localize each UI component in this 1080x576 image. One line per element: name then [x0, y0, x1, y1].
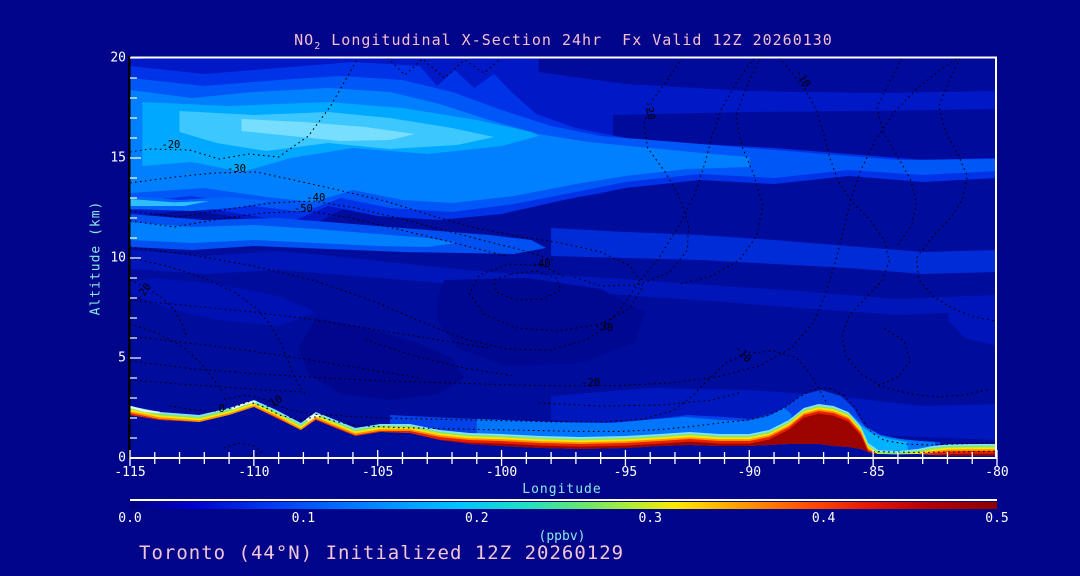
- contour-line: [130, 335, 423, 379]
- contour-label: -50: [294, 203, 313, 215]
- contour-label: -30: [593, 319, 614, 334]
- surface-ribbon-band: [130, 407, 997, 456]
- fill-region-tongue-b: [130, 222, 457, 247]
- y-tick-label: 15: [110, 150, 126, 166]
- x-tick-label: -115: [114, 465, 146, 480]
- contour-line: [538, 391, 743, 407]
- fill-region-streak-left-a: [130, 196, 272, 211]
- colorbar-tick-label: 0.3: [638, 511, 662, 526]
- contour-line: [493, 270, 562, 301]
- colorbar-tick-label: 0.4: [811, 511, 836, 526]
- x-tick-label: -80: [985, 465, 1009, 480]
- surface-ribbon-whitecap: [305, 414, 322, 422]
- x-tick-label: -85: [861, 465, 885, 480]
- title-chem-subscript: 2: [314, 41, 322, 52]
- contour-label: -20: [581, 377, 600, 389]
- y-tick-label: 5: [118, 350, 126, 366]
- fill-region-streak-left-bright: [130, 199, 210, 206]
- fill-region-pocket-topright-1: [538, 58, 997, 93]
- contour-label: -40: [532, 258, 551, 270]
- surface-ribbon-whitecap: [231, 400, 257, 410]
- y-tick-label: 20: [110, 50, 126, 66]
- xsection-plot-area: -20 -30 -40 -50 -20 -10 -40 -30 -20 -10 0 -10 -20: [130, 58, 997, 458]
- colorbar-top-rule: [130, 499, 997, 501]
- contour-line: [169, 387, 997, 446]
- x-tick-label: -95: [613, 465, 638, 480]
- x-axis-label: Longitude: [522, 482, 602, 497]
- surface-ribbon-whitecap: [130, 405, 160, 414]
- contour-line: [223, 442, 263, 458]
- fill-region-pocket-left-low: [298, 318, 465, 400]
- y-tick-label: 10: [110, 250, 126, 266]
- contour-line: [130, 210, 507, 257]
- contour-line: [877, 327, 911, 387]
- fill-region-pocket-center: [437, 278, 646, 366]
- contour-line: [130, 279, 188, 339]
- contour-line: [224, 350, 827, 423]
- fill-region-subband-mid: [130, 250, 997, 315]
- fill-region-pocket-bottomright: [947, 296, 997, 346]
- title-rest: Longitudinal X-Section 24hr Fx Valid 12Z…: [321, 31, 833, 49]
- colorbar: [130, 502, 997, 509]
- init-annotation: Toronto (44°N) Initialized 12Z 20260129: [139, 542, 625, 564]
- contour-line: [130, 200, 554, 261]
- xsection-plot: -20-30-40-50-20-10-40-30-20-100 -10-20: [130, 58, 997, 458]
- x-tick-label: -110: [238, 465, 270, 480]
- contour-label: -20: [161, 139, 180, 151]
- contour-label: 0: [218, 403, 224, 415]
- contour-line: [570, 58, 690, 287]
- colorbar-tick-label: 0.5: [985, 511, 1009, 526]
- contour-line: [915, 58, 995, 322]
- contour-line: [873, 450, 997, 453]
- x-tick-label: -90: [737, 465, 762, 480]
- y-tick-label: 0: [118, 450, 126, 466]
- colorbar-units-label: (ppbv): [538, 529, 586, 544]
- fill-region-halo-cyan-east: [858, 424, 908, 451]
- x-tick-label: -105: [362, 465, 394, 480]
- title-chem-pre: NO: [294, 31, 315, 49]
- contour-line: [778, 58, 990, 398]
- x-tick-label: -100: [485, 465, 518, 480]
- contour-line: [365, 339, 515, 377]
- contour-label: -30: [227, 163, 246, 175]
- contour-line: [130, 58, 359, 160]
- page-title: NO2 Longitudinal X-Section 24hr Fx Valid…: [130, 31, 997, 52]
- contour-line: [876, 58, 918, 247]
- colorbar-tick-label: 0.0: [118, 511, 142, 526]
- fill-region-band-pale-cyan: [241, 119, 415, 141]
- colorbar-tick-label: 0.1: [291, 511, 316, 526]
- fill-region-midband-east: [551, 228, 997, 274]
- contour-line: [130, 323, 225, 395]
- contour-line: [130, 58, 958, 387]
- contour-label: -40: [306, 192, 325, 204]
- colorbar-tick-label: 0.2: [465, 511, 489, 526]
- contour-line: [130, 257, 307, 397]
- terrain-mask: [130, 407, 997, 458]
- contour-label: -20: [642, 100, 658, 121]
- fill-region-halo-light: [476, 408, 792, 440]
